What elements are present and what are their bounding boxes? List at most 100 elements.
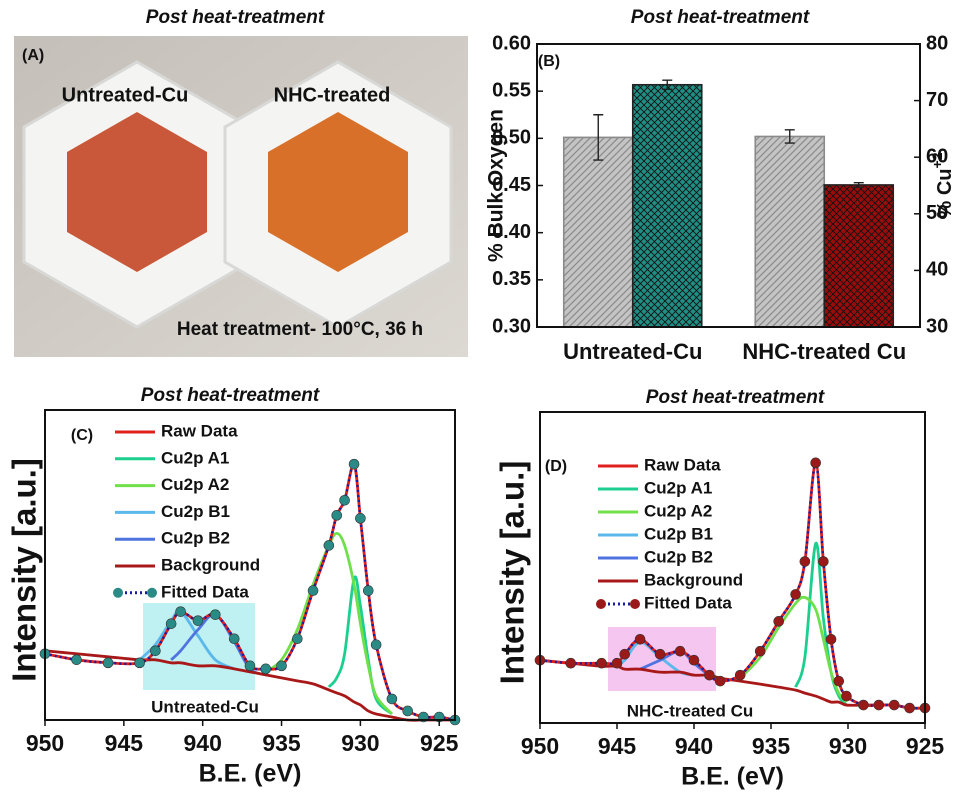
data-point	[905, 703, 915, 713]
data-point	[704, 670, 714, 680]
x-tick-label: 935	[262, 730, 301, 756]
x-tick-label: 950	[521, 733, 559, 759]
y-tick-label: 0.30	[492, 315, 531, 337]
data-point	[349, 459, 359, 469]
legend-label: Background	[644, 570, 743, 589]
y-tick-label: 0.35	[492, 268, 531, 290]
data-point	[858, 700, 868, 710]
data-point	[103, 658, 113, 668]
y-axis-label: Intensity [a.u.]	[494, 461, 531, 685]
data-point	[597, 658, 607, 668]
data-point	[166, 619, 176, 629]
x-tick-label: 945	[598, 733, 637, 759]
x-tick-label: 930	[341, 730, 379, 756]
legend-label: Cu2p B2	[644, 547, 713, 566]
data-point	[715, 676, 725, 686]
data-point	[811, 458, 821, 468]
legend-label: Cu2p B1	[644, 524, 713, 543]
data-point	[612, 658, 622, 668]
x-tick-label: 925	[420, 730, 459, 756]
data-point	[355, 513, 365, 523]
y2-tick-label: 30	[926, 315, 948, 337]
annotation: Untreated-Cu	[151, 697, 259, 716]
legend-label: Cu2p B1	[161, 502, 230, 521]
data-point	[150, 646, 160, 656]
data-point	[229, 634, 239, 644]
legend-label: Raw Data	[161, 421, 238, 440]
data-point	[371, 640, 381, 650]
annotation: NHC-treated Cu	[627, 701, 754, 720]
x-axis-label: B.E. (eV)	[681, 763, 784, 791]
x-tick-label: 935	[752, 733, 791, 759]
panel-label: (B)	[538, 53, 560, 70]
data-point	[363, 586, 373, 596]
bar	[633, 85, 702, 327]
panel-label: (D)	[545, 458, 567, 475]
data-point	[308, 586, 318, 596]
legend-label: Background	[161, 555, 260, 574]
panel-label: (A)	[22, 47, 44, 64]
photo: (A) Untreated-Cu NHC-treated Heat treatm…	[14, 36, 468, 357]
panel-title: Post heat-treatment	[146, 7, 325, 28]
y-tick-label: 0.55	[492, 79, 531, 101]
data-point	[834, 676, 844, 686]
x-tick-label: Untreated-Cu	[563, 339, 702, 364]
data-point	[72, 655, 82, 665]
panel-label: (C)	[71, 427, 93, 444]
y2-axis-label-text: % Cu	[934, 168, 956, 218]
data-point	[818, 557, 828, 567]
y2-axis-label-superscript: +2	[929, 152, 945, 168]
legend-marker	[147, 588, 157, 598]
x-tick-label: 945	[105, 730, 144, 756]
data-point	[261, 664, 271, 674]
legend-label: Raw Data	[644, 455, 721, 474]
data-point	[755, 646, 765, 656]
legend-label: Cu2p A2	[161, 475, 229, 494]
y-tick-label: 0.60	[492, 32, 531, 54]
data-point	[774, 616, 784, 626]
plot-frame	[540, 412, 925, 723]
x-tick-label: NHC-treated Cu	[742, 339, 906, 364]
x-tick-label: 925	[906, 733, 945, 759]
page: {"photo": {"title": "Post heat-treatment…	[0, 0, 956, 802]
data-point	[791, 589, 801, 599]
data-point	[135, 658, 145, 668]
x-tick-label: 930	[829, 733, 867, 759]
legend-label: Cu2p A1	[161, 448, 229, 467]
data-point	[193, 616, 203, 626]
data-point	[620, 649, 630, 659]
legend-label: Cu2p A2	[644, 501, 712, 520]
data-point	[332, 510, 342, 520]
legend-label: Fitted Data	[161, 582, 249, 601]
data-point	[292, 634, 302, 644]
panel-title: Post heat-treatment	[646, 387, 825, 408]
data-point	[889, 700, 899, 710]
data-point	[324, 540, 334, 550]
data-point	[340, 495, 350, 505]
photo-caption: Heat treatment- 100°C, 36 h	[177, 319, 423, 340]
data-point	[735, 670, 745, 680]
x-tick-label: 940	[184, 730, 222, 756]
data-point	[655, 649, 665, 659]
data-point	[277, 661, 287, 671]
data-point	[826, 634, 836, 644]
data-point	[841, 691, 851, 701]
bar	[755, 136, 824, 327]
y2-tick-label: 40	[926, 259, 948, 281]
panel-title: Post heat-treatment	[631, 7, 810, 28]
bar	[824, 185, 893, 327]
data-point	[387, 694, 397, 704]
x-axis-label: B.E. (eV)	[199, 760, 302, 788]
data-point	[800, 557, 810, 567]
data-point	[403, 706, 413, 716]
data-point	[635, 634, 645, 644]
legend-marker	[596, 599, 606, 609]
data-point	[689, 655, 699, 665]
data-point	[874, 700, 884, 710]
legend-label: Cu2p A1	[644, 478, 712, 497]
legend-marker	[113, 588, 123, 598]
legend-label: Cu2p B2	[161, 529, 230, 548]
data-point	[566, 658, 576, 668]
sample-label: NHC-treated	[274, 84, 391, 106]
data-point	[245, 661, 255, 671]
